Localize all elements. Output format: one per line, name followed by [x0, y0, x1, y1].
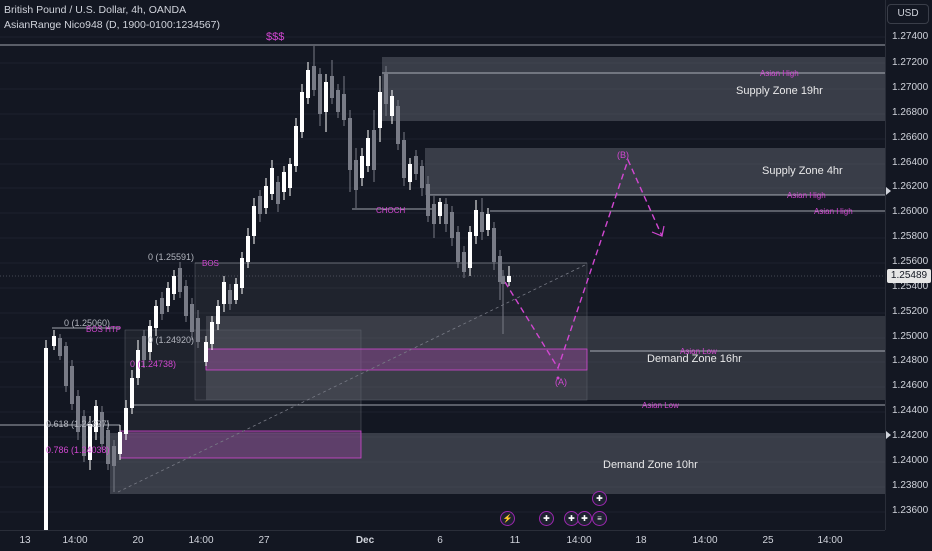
- demand-zone-10hr-label: Demand Zone 10hr: [603, 459, 698, 471]
- time-tick: 20: [132, 535, 144, 546]
- price-tick: 1.24200: [892, 430, 929, 441]
- time-tick: 6: [437, 535, 443, 546]
- choch-label: CHOCH: [376, 206, 406, 215]
- demand-zone-10hr: [110, 433, 885, 494]
- fib-level-label: 0.618 (1.24337): [46, 419, 110, 429]
- price-tick: 1.26800: [892, 107, 929, 118]
- time-tick: 11: [509, 535, 521, 546]
- supply-zone-4hr: [425, 148, 885, 195]
- candles: [44, 46, 511, 530]
- time-tick: 14:00: [692, 535, 718, 546]
- price-tick: 1.27200: [892, 57, 929, 68]
- price-chart-svg: [0, 36, 885, 530]
- indicator-label[interactable]: AsianRange Nico948 (D, 1900-0100:1234567…: [4, 19, 220, 31]
- time-tick: 14:00: [188, 535, 214, 546]
- time-tick: Dec: [355, 535, 375, 546]
- price-tick: 1.24800: [892, 355, 929, 366]
- flag-icon[interactable]: ✚: [577, 511, 592, 526]
- time-tick: 18: [635, 535, 647, 546]
- time-tick: 14:00: [62, 535, 88, 546]
- time-tick: 14:00: [817, 535, 843, 546]
- lightning-icon[interactable]: ⚡: [500, 511, 515, 526]
- bos-htp-label: BOS HTP: [86, 325, 122, 334]
- scroll-arrow-icon: [886, 431, 891, 439]
- projection-path: [504, 158, 663, 370]
- time-tick: 14:00: [566, 535, 592, 546]
- price-tick: 1.26400: [892, 157, 929, 168]
- fib-box: [194, 262, 588, 401]
- price-tick: 1.25600: [892, 256, 929, 267]
- chart-title: British Pound / U.S. Dollar, 4h, OANDA: [4, 4, 187, 16]
- time-axis[interactable]: 13 14:00 20 14:00 27 Dec 6 11 14:00 18 1…: [0, 530, 885, 551]
- fib-level-label: 0 (1.24738): [130, 359, 177, 369]
- scroll-arrow-icon: [886, 187, 891, 195]
- fib-level-label: 0 (1.25060): [64, 318, 111, 328]
- price-tick: 1.25200: [892, 306, 929, 317]
- demand-zone-16hr-label: Demand Zone 16hr: [647, 353, 742, 365]
- asian-high-label: Asian High: [787, 191, 826, 200]
- price-tick: 1.27400: [892, 31, 929, 42]
- price-axis[interactable]: 1.27400 1.27200 1.27000 1.26800 1.26600 …: [885, 0, 932, 530]
- asian-low-label: Asian Low: [642, 401, 679, 410]
- wave-b-label: (B): [617, 150, 629, 160]
- time-tick: 13: [19, 535, 31, 546]
- price-tick: 1.24400: [892, 405, 929, 416]
- fib-level-label: 0 (1.24920): [148, 335, 195, 345]
- liquidity-label: $$$: [266, 31, 285, 43]
- flag-icon[interactable]: ✚: [592, 491, 607, 506]
- supply-zone-19hr-label: Supply Zone 19hr: [736, 85, 823, 97]
- price-tick: 1.26000: [892, 206, 929, 217]
- pink-zone-16hr: [205, 348, 588, 371]
- price-tick: 1.23600: [892, 505, 929, 516]
- flag-icon[interactable]: ✚: [564, 511, 579, 526]
- wave-a-label: (A): [555, 377, 567, 387]
- price-tick: 1.25000: [892, 331, 929, 342]
- current-price-label: 1.25489: [887, 269, 931, 283]
- asian-low-label: Asian Low: [680, 347, 717, 356]
- price-tick: 1.24600: [892, 380, 929, 391]
- fib-level-label: 0 (1.25591): [148, 252, 195, 262]
- price-tick: 1.25400: [892, 281, 929, 292]
- price-tick: 1.24000: [892, 455, 929, 466]
- price-tick: 1.23800: [892, 480, 929, 491]
- price-tick: 1.27000: [892, 82, 929, 93]
- currency-button[interactable]: USD: [887, 4, 929, 24]
- price-tick: 1.25800: [892, 231, 929, 242]
- supply-zone-4hr-label: Supply Zone 4hr: [762, 165, 843, 177]
- fib-level-label: 0.786 (1.24038): [46, 445, 110, 455]
- price-tick: 1.26600: [892, 132, 929, 143]
- price-tick: 1.26200: [892, 181, 929, 192]
- asian-high-label: Asian High: [760, 69, 799, 78]
- time-tick: 25: [762, 535, 774, 546]
- asian-high-label: Asian High: [814, 207, 853, 216]
- flag-icon[interactable]: ✚: [539, 511, 554, 526]
- supply-zone-19hr: [382, 57, 885, 121]
- flag-icon[interactable]: ≡: [592, 511, 607, 526]
- chart-plot-area[interactable]: British Pound / U.S. Dollar, 4h, OANDA A…: [0, 0, 885, 530]
- bos-label: BOS: [202, 259, 219, 268]
- pink-zone-10hr: [119, 430, 362, 459]
- time-tick: 27: [258, 535, 270, 546]
- fib-box-2: [124, 329, 362, 434]
